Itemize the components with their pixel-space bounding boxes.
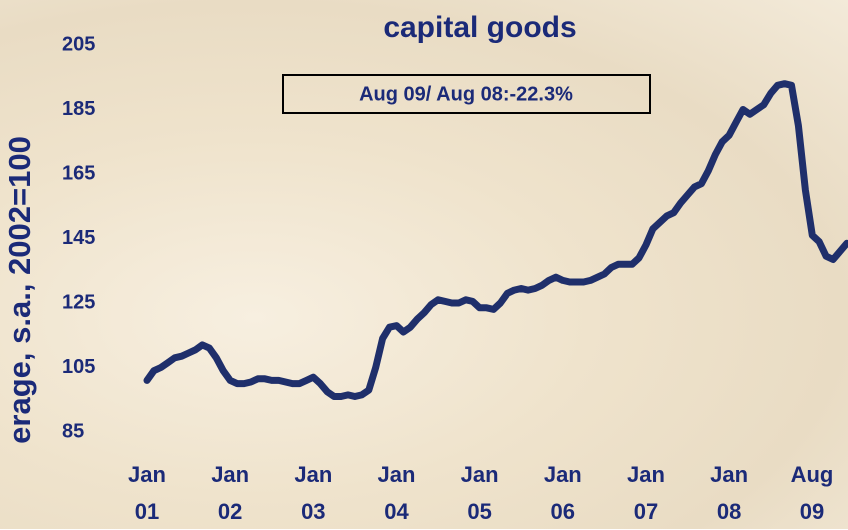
- annotation: Aug 09/ Aug 08:-22.3%: [359, 83, 573, 105]
- y-tick-label: 145: [62, 227, 95, 249]
- x-tick-label: Jan 04: [377, 462, 416, 524]
- chart-title: capital goods: [383, 11, 576, 44]
- y-tick-label: 125: [62, 291, 95, 313]
- y-tick-label: 165: [62, 162, 95, 184]
- y-tick-label: 105: [62, 356, 95, 378]
- y-tick-label: 205: [62, 33, 95, 55]
- x-tick-label: Aug 09: [790, 462, 834, 524]
- x-tick-label: Jan 06: [543, 462, 582, 524]
- x-tick-label: Jan 08: [710, 462, 749, 524]
- x-tick-label: Jan 01: [128, 462, 166, 524]
- x-tick-label: Jan 07: [626, 462, 665, 524]
- y-tick-label: 185: [62, 98, 95, 120]
- y-axis-label: erage, s.a., 2002=100: [2, 136, 37, 444]
- x-tick-label: Jan 02: [211, 462, 250, 524]
- x-tick-label: Jan 03: [294, 462, 333, 524]
- annotation-box: [282, 74, 651, 114]
- data-line: [143, 80, 848, 400]
- x-tick-label: Jan 05: [460, 462, 499, 524]
- y-tick-label: 85: [62, 420, 84, 442]
